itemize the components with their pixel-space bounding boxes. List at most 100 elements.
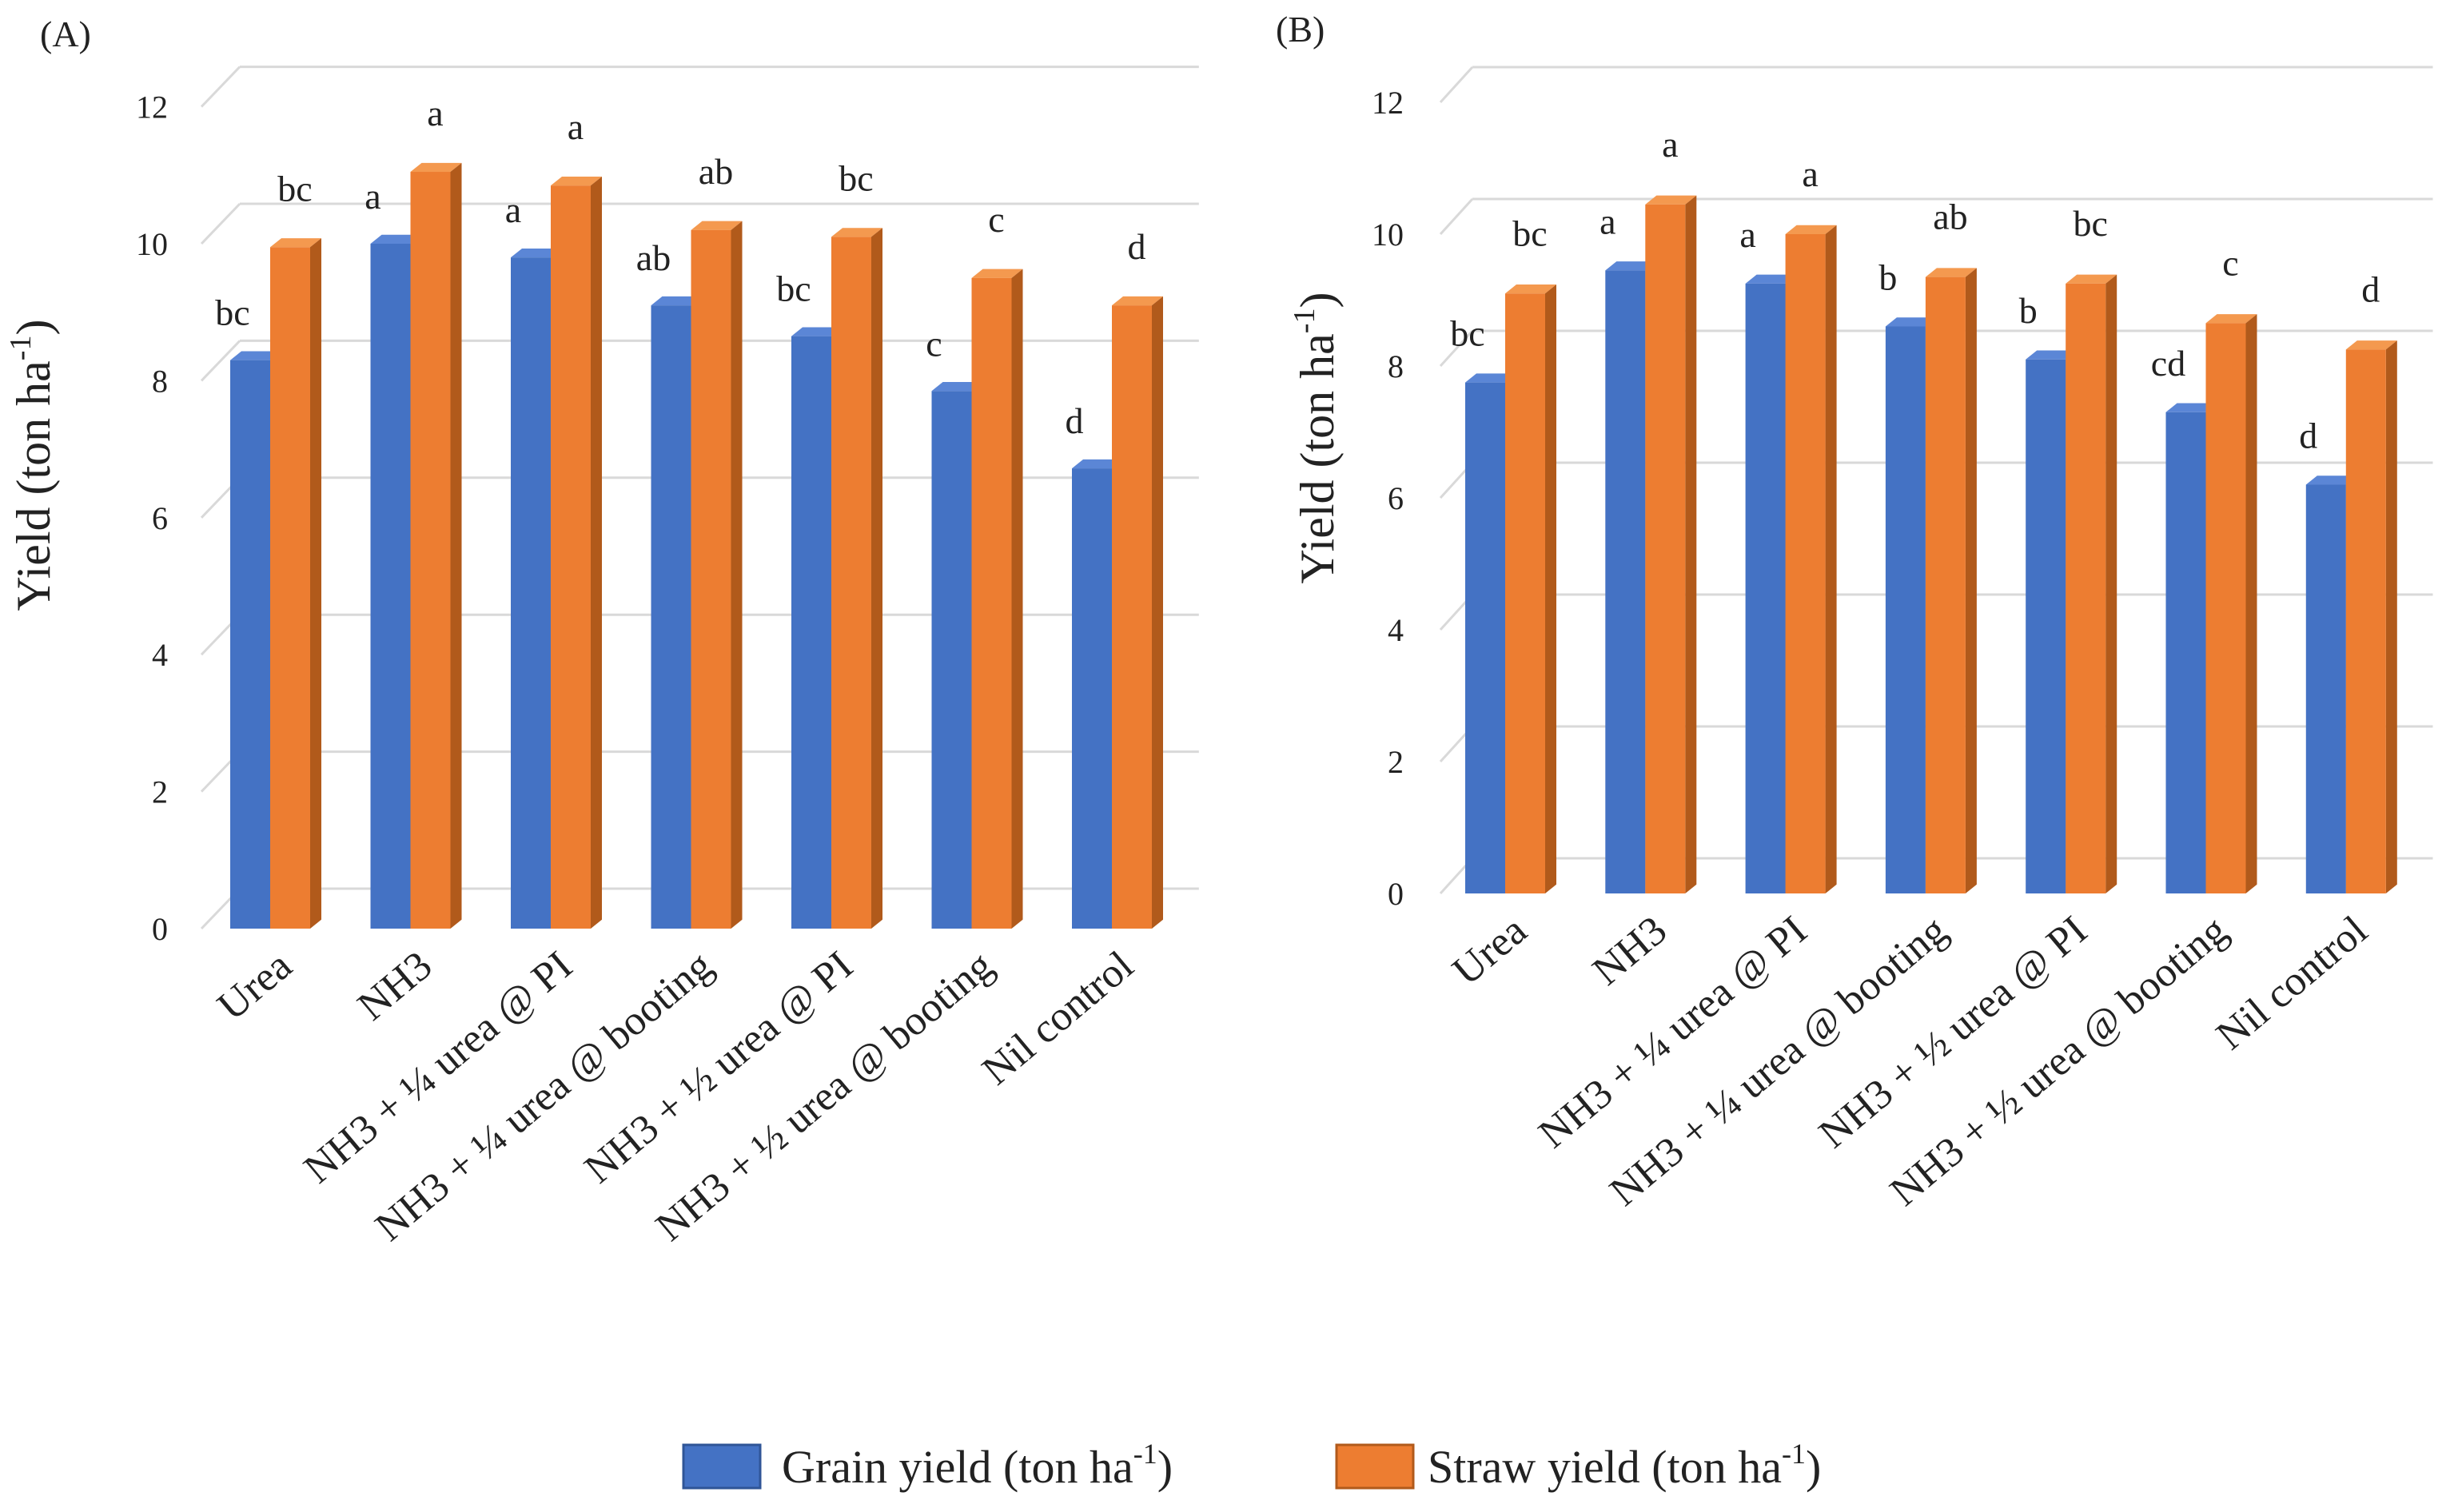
y-tick-label: 12	[136, 90, 168, 125]
bar-grain-front	[370, 244, 411, 929]
gridline-edge	[200, 202, 241, 245]
grain-significance-letter: b	[1878, 257, 1897, 298]
gridline-edge	[1439, 329, 1474, 368]
y-tick-label: 8	[1388, 348, 1404, 384]
bar-straw-top	[551, 176, 602, 186]
y-tick-label: 6	[1388, 480, 1404, 516]
bar-grain-front	[931, 391, 972, 929]
panel-label: (B)	[1276, 9, 1325, 50]
bar-straw-side	[1545, 284, 1556, 893]
y-tick-label: 2	[152, 774, 168, 810]
bar-straw	[1785, 225, 1837, 893]
grain-significance-letter: a	[1600, 201, 1615, 241]
legend-grain-label: Grain yield (ton ha-1)	[782, 1438, 1173, 1493]
grain-significance-letter: bc	[1450, 313, 1484, 354]
bar-grain-front	[651, 305, 691, 929]
grain-significance-letter: c	[926, 323, 942, 364]
panel-label: (A)	[40, 14, 91, 54]
bar-straw	[691, 221, 743, 929]
bar-grain-top	[1885, 317, 1937, 327]
legend-straw-label: Straw yield (ton ha-1)	[1428, 1438, 1821, 1493]
bar-straw	[1645, 195, 1697, 894]
straw-significance-letter: bc	[1512, 213, 1547, 253]
grain-significance-letter: d	[1066, 400, 1084, 441]
bar-straw-side	[1685, 195, 1697, 894]
grain-significance-letter: d	[2299, 416, 2317, 456]
bar-straw	[2205, 314, 2257, 893]
gridline-edge	[1439, 66, 1474, 104]
panel-a-grain-straw-yield-chart: (A) Yield (ton ha-1) 0 2 4 6 8 10 12 bc a a ab bc c d bc…	[4, 14, 1199, 1250]
straw-significance-letter: a	[568, 106, 584, 147]
bar-straw-side	[1825, 225, 1837, 893]
legend: Grain yield (ton ha-1) Straw yield (ton …	[682, 1438, 1821, 1493]
y-tick-label: 0	[152, 911, 168, 947]
y-tick-label: 8	[152, 363, 168, 399]
straw-significance-letter: a	[1662, 124, 1678, 165]
straw-significance-letter: c	[988, 199, 1004, 240]
bar-straw-top	[1112, 296, 1163, 306]
bar-grain-top	[931, 382, 983, 392]
grain-significance-letter: bc	[215, 292, 249, 333]
bar-grain-front	[1885, 326, 1926, 893]
straw-significance-letter: d	[2361, 269, 2380, 309]
legend-grain-swatch	[682, 1443, 762, 1490]
grain-significance-letter: a	[365, 176, 380, 217]
y-tick-label: 0	[1388, 876, 1404, 912]
bar-straw	[2066, 274, 2117, 893]
bar-grain-front	[230, 360, 270, 929]
bar-straw-side	[731, 221, 743, 929]
x-category-label: NH3	[349, 943, 440, 1030]
bar-grain-front	[1605, 270, 1646, 893]
x-category-label: Nil control	[2208, 908, 2376, 1059]
bar-grain-front	[1745, 283, 1786, 893]
legend-straw-swatch	[1335, 1443, 1415, 1490]
legend-straw-exponent: -1	[1782, 1438, 1806, 1470]
bar-grain-top	[2165, 403, 2217, 412]
bar-straw-front	[551, 185, 591, 929]
straw-significance-letter: bc	[277, 168, 312, 209]
bar-straw-front	[1505, 293, 1545, 893]
bar-grain-top	[2026, 350, 2078, 360]
x-category-label: Nil control	[974, 943, 1141, 1094]
bar-grain-front	[511, 257, 551, 929]
bar-straw-front	[1785, 234, 1826, 893]
y-tick-label: 4	[152, 637, 168, 673]
bar-grain-top	[370, 234, 422, 244]
y-tick-label: 4	[1388, 612, 1404, 648]
bar-straw-front	[410, 172, 451, 929]
bar-grain-top	[791, 327, 843, 336]
gridline-edge	[1439, 197, 1474, 236]
legend-grain-text: Grain yield (ton ha	[782, 1441, 1133, 1493]
bar-straw-front	[2066, 283, 2106, 893]
bar-grain-front	[2305, 484, 2346, 893]
bar-straw-side	[310, 238, 321, 929]
bar-grain-front	[1072, 468, 1112, 929]
y-axis-title: Yield (ton ha-1)	[4, 320, 60, 611]
bar-straw-front	[831, 237, 871, 929]
y-tick-label: 10	[1372, 217, 1404, 253]
bar-grain-front	[2165, 412, 2206, 893]
bar-grain-top	[1072, 459, 1123, 469]
legend-grain-exponent: -1	[1133, 1438, 1157, 1470]
bar-grain-top	[511, 248, 562, 258]
bar-grain-front	[2026, 359, 2066, 893]
y-tick-label: 6	[152, 500, 168, 536]
bar-straw-top	[971, 269, 1023, 278]
bar-straw	[1112, 296, 1163, 929]
bar-straw-side	[1152, 296, 1163, 929]
bar-grain-front	[1465, 382, 1505, 893]
y-axis-title-text: Yield (ton ha	[1291, 333, 1344, 583]
bar-straw-top	[1505, 284, 1556, 294]
bar-straw	[410, 162, 462, 929]
y-axis-title-suffix: )	[1291, 292, 1344, 308]
bar-straw-top	[410, 162, 462, 173]
bar-straw-front	[971, 277, 1012, 929]
legend-grain-suffix: )	[1157, 1441, 1173, 1493]
bar-straw-side	[2245, 314, 2257, 893]
legend-straw-suffix: )	[1806, 1441, 1821, 1493]
bar-straw-top	[691, 221, 743, 230]
bar-straw-front	[1645, 204, 1686, 893]
bar-straw-side	[2105, 274, 2117, 893]
straw-significance-letter: a	[427, 93, 443, 133]
